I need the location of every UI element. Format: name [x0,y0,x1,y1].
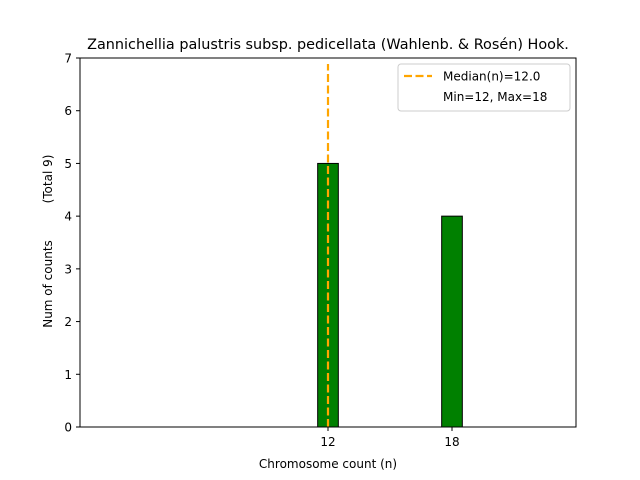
legend-box [397,63,571,112]
y-tick-label-6: 6 [64,104,72,118]
y-tick-label-2: 2 [64,315,72,329]
y-tick-label-0: 0 [64,421,72,435]
y-axis-label: Num of counts [41,240,55,328]
y-tick-label-1: 1 [64,368,72,382]
bar-n-18 [441,215,463,428]
x-axis-label: Chromosome count (n) [259,457,397,471]
x-tick-label-18: 18 [444,435,459,449]
x-tick-label-12: 12 [320,435,335,449]
y-axis-total-label: (Total 9) [41,155,55,204]
y-tick-label-7: 7 [64,52,72,66]
chart-title: Zannichellia palustris subsp. pedicellat… [87,37,569,53]
legend: Median(n)=12.0 Min=12, Max=18 [397,63,571,112]
y-tick-label-4: 4 [64,210,72,224]
legend-median-label: Median(n)=12.0 [443,70,540,84]
y-axis-ticks: 0 1 2 3 4 5 6 7 [64,52,80,435]
y-tick-label-5: 5 [64,157,72,171]
plot-area [79,57,577,428]
y-tick-label-3: 3 [64,262,72,276]
legend-range-label: Min=12, Max=18 [443,90,547,104]
x-axis-ticks: 12 18 [320,427,460,449]
